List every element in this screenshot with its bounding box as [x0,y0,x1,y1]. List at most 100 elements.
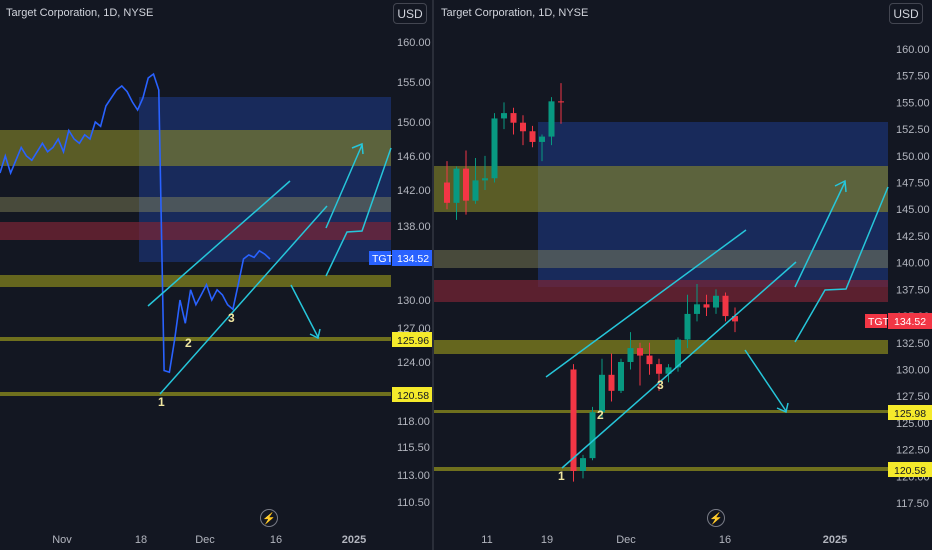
ticker-label: TGT [868,316,890,328]
last-price-bg [888,313,932,329]
y-tick-label: 124.00 [397,357,431,369]
y-tick-label: 130.00 [896,364,930,376]
candle-body [637,348,643,356]
x-tick-label: 16 [270,534,282,546]
channel-lower [159,205,328,395]
level-line-120 [0,392,391,396]
y-tick-label: 157.50 [896,71,930,83]
y-tick-label: 132.50 [896,338,930,350]
level-line-125 [434,410,888,413]
x-tick-label: 2025 [342,534,366,546]
projection-down-head [309,328,321,340]
left-chart-svg[interactable]: 1 2 3 160.00 155.00 150.00 146.00 142.00 138.… [0,0,432,550]
wave-label-1: 1 [158,395,165,409]
zone-red [0,222,391,240]
x-axis: 11 19 Dec 16 2025 [481,534,847,546]
x-tick-label: Nov [52,534,72,546]
candle-body [510,113,517,123]
candle-body [675,339,681,368]
y-tick-label: 145.00 [896,204,930,216]
y-tick-label: 155.00 [397,77,431,89]
zone-red [434,280,888,302]
candle-body [608,374,615,391]
last-price-label: 134.52 [894,316,926,328]
projection-up-1 [325,144,363,229]
candle-body [539,136,545,142]
candle-body [548,101,555,137]
candle-body [656,364,662,374]
candle-body [646,355,653,365]
candle-body [482,178,488,181]
y-tick-label: 137.50 [896,284,930,296]
currency-button[interactable]: USD [889,3,923,24]
projection-up-2 [325,147,392,277]
channel-upper [147,180,291,307]
x-tick-label: 2025 [823,534,847,546]
x-tick-label: 16 [719,534,731,546]
channel-upper [545,229,747,378]
level-tag-120-bg [888,462,932,477]
panel-divider[interactable] [432,0,434,550]
projection-up-1 [794,181,846,288]
wave-label-3: 3 [228,311,235,325]
y-tick-label: 122.50 [896,445,930,457]
wave-label-1: 1 [558,469,565,483]
chart-title: Target Corporation, 1D, NYSE [441,7,589,19]
y-tick-label: 110.50 [397,497,430,509]
right-chart-svg[interactable]: 1 2 3 160.00 157.50 155.00 152.50 150.00 147.… [434,0,932,550]
wave-label-2: 2 [597,408,604,422]
zone-yellow-mid [0,197,391,212]
candle-body [627,348,634,362]
projection-up-1-head [834,179,847,193]
x-tick-label: Dec [616,534,636,546]
candle-body [703,304,710,308]
y-tick-label: 160.00 [896,44,930,56]
level-tag-120-bg [392,387,432,402]
y-tick-label: 146.00 [397,151,431,163]
y-tick-label: 113.00 [397,470,430,482]
y-tick-label: 160.00 [397,37,431,49]
x-tick-label: 11 [481,534,492,546]
y-tick-label: 138.00 [397,221,431,233]
lightning-icon[interactable]: ⚡ [707,509,725,527]
projection-down-head [776,402,789,414]
wave-label-3: 3 [657,378,664,392]
zone-yellow-top [434,166,888,212]
left-chart-panel[interactable]: 1 2 3 160.00 155.00 150.00 146.00 142.00 138.… [0,0,432,550]
price-tag-bg [369,251,391,265]
last-price-bg [392,250,432,266]
x-tick-label: Dec [195,534,215,546]
price-tag-bg [865,314,887,328]
candle-body [444,182,450,203]
y-tick-label: 130.00 [397,295,431,307]
candle-body [463,168,469,201]
y-tick-label: 127.50 [896,391,930,403]
candle-body [558,101,564,103]
x-tick-label: 18 [135,534,147,546]
y-tick-label: 140.00 [896,258,930,270]
lightning-icon[interactable]: ⚡ [260,509,278,527]
level-line-120 [434,467,888,471]
channel-lower [561,261,797,469]
candle-body [713,295,719,308]
candle-body [599,374,605,413]
currency-button[interactable]: USD [393,3,427,24]
candle-body [618,361,624,391]
y-tick-label: 152.50 [896,124,930,136]
candle-body [580,458,586,471]
y-tick-label: 117.50 [896,498,929,510]
candles [444,83,738,482]
candle-body [491,118,498,179]
projection-down [290,284,319,338]
chart-title: Target Corporation, 1D, NYSE [6,7,154,19]
candle-body [684,313,691,340]
y-tick-label: 155.00 [896,97,930,109]
zone-yellow-low [0,275,391,287]
y-axis: 160.00 157.50 155.00 152.50 150.00 147.50 145.… [896,44,930,510]
projection-up-2 [794,186,889,343]
right-chart-panel[interactable]: 1 2 3 160.00 157.50 155.00 152.50 150.00 147.… [434,0,932,550]
level-tag-125: 125.96 [397,335,429,347]
candle-body [501,113,507,119]
candle-body [570,369,577,471]
y-tick-label: 150.00 [397,117,431,129]
